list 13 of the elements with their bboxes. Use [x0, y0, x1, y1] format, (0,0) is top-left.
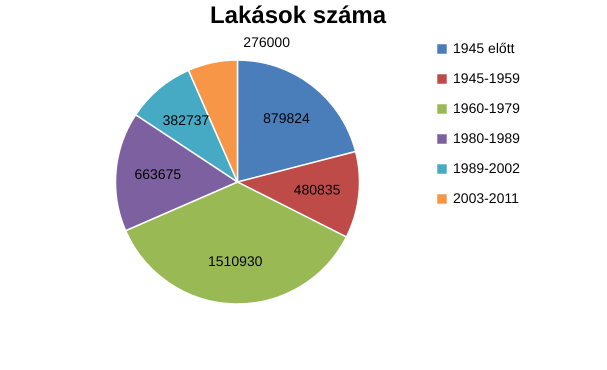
legend-label: 1945-1959 — [453, 70, 520, 86]
legend-label: 1980-1989 — [453, 130, 520, 146]
chart-title: Lakások száma — [210, 2, 387, 30]
data-label: 276000 — [243, 34, 290, 50]
data-label: 879824 — [263, 110, 310, 126]
legend-label: 1989-2002 — [453, 160, 520, 176]
data-label: 480835 — [294, 182, 341, 198]
legend-label: 2003-2011 — [453, 190, 520, 206]
data-label: 663675 — [134, 166, 182, 182]
data-label: 1510930 — [208, 252, 263, 269]
data-label: 382737 — [162, 112, 210, 128]
legend-label: 1960-1979 — [453, 100, 520, 116]
legend-label: 1945 előtt — [453, 40, 515, 56]
